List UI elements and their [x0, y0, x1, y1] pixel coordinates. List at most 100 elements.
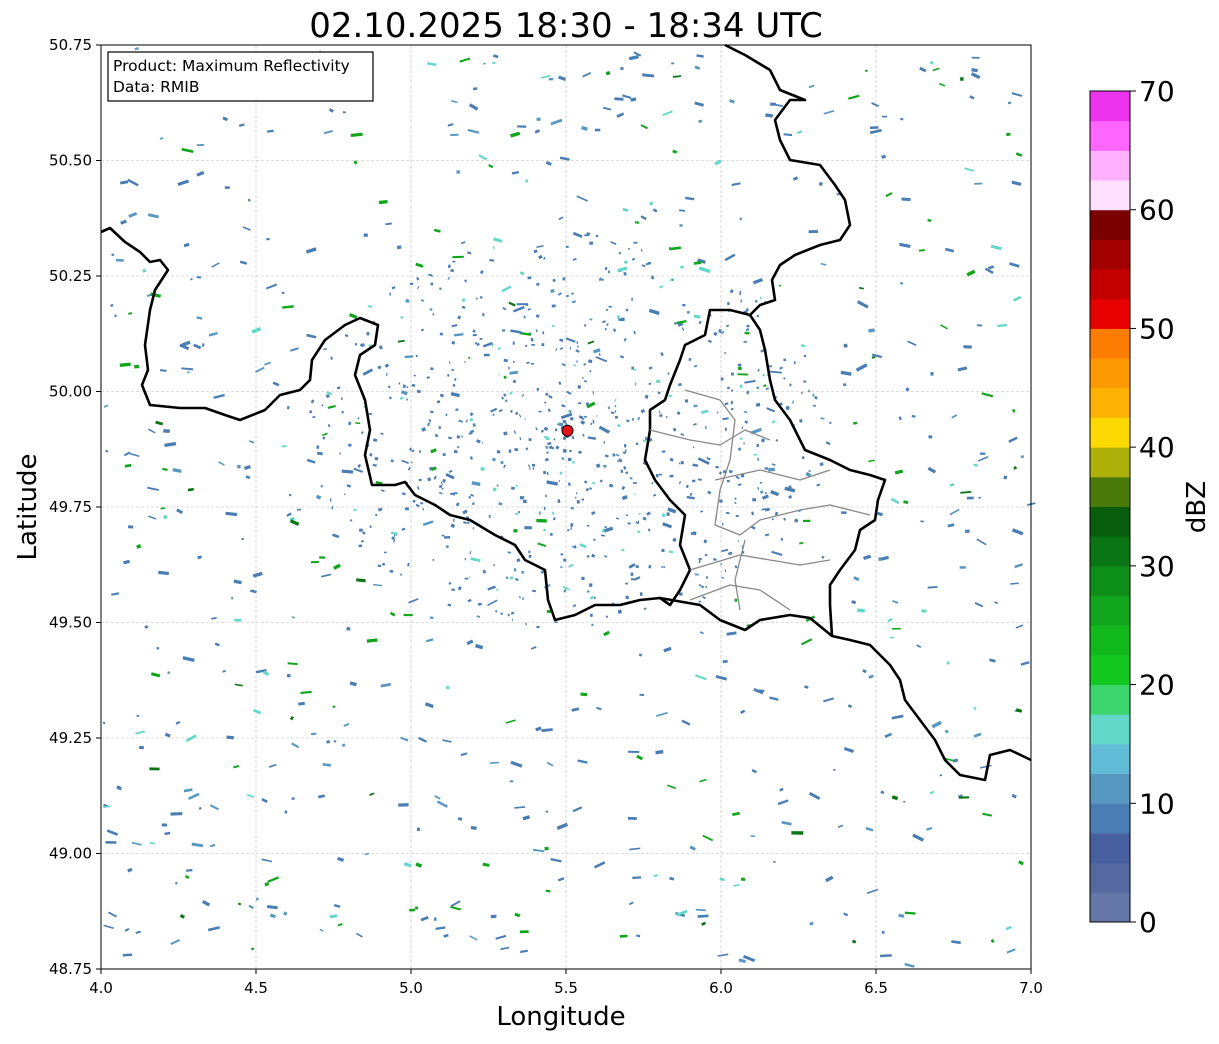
border-luxembourg-germany: [748, 314, 887, 637]
radar-echo: [920, 520, 924, 523]
radar-echo: [447, 276, 451, 281]
radar-echo: [604, 454, 609, 458]
radar-echo: [847, 704, 853, 709]
radar-echo: [677, 322, 684, 327]
radar-echo: [583, 324, 587, 327]
radar-echo: [619, 355, 625, 359]
radar-echo: [416, 285, 420, 290]
radar-echo: [286, 406, 290, 410]
radar-echo: [705, 425, 707, 430]
radar-echo: [739, 437, 743, 440]
radar-echo: [329, 498, 332, 502]
radar-echo: [548, 445, 553, 450]
radar-echo: [103, 924, 114, 930]
radar-echo: [566, 390, 572, 395]
radar-echo: [456, 170, 461, 174]
radar-echo: [266, 237, 270, 241]
radar-echo: [581, 125, 588, 131]
radar-echo: [576, 499, 581, 504]
radar-echo: [543, 435, 548, 439]
radar-echo: [536, 282, 540, 286]
radar-echo: [869, 128, 882, 135]
radar-echo: [503, 464, 506, 469]
radar-echo: [699, 631, 704, 635]
radar-echo: [518, 511, 521, 514]
radar-echo: [197, 555, 202, 560]
radar-echo: [760, 438, 766, 443]
radar-echo: [515, 484, 518, 488]
radar-echo: [378, 199, 388, 205]
radar-echo: [974, 182, 983, 185]
radar-echo: [415, 862, 423, 868]
radar-echo: [514, 806, 526, 809]
radar-echo: [374, 513, 378, 517]
radar-echo: [662, 110, 673, 116]
radar-echo: [441, 534, 445, 537]
x-tick-label: 5.0: [399, 979, 423, 997]
radar-echo: [503, 431, 508, 436]
radar-echo: [614, 404, 617, 408]
radar-echo: [383, 551, 387, 554]
radar-echo: [648, 366, 653, 370]
radar-echo: [634, 221, 640, 224]
radar-echo: [426, 638, 434, 643]
radar-echo: [498, 373, 500, 376]
radar-echo: [424, 702, 434, 709]
y-tick-label: 48.75: [49, 960, 92, 978]
radar-echo: [413, 374, 416, 377]
radar-echo: [521, 570, 525, 574]
radar-echo: [593, 596, 596, 599]
radar-echo: [566, 528, 570, 532]
radar-echo: [401, 492, 406, 496]
radar-echo: [208, 331, 219, 337]
radar-echo: [234, 618, 242, 622]
radar-echo: [685, 196, 695, 201]
radar-echo: [355, 932, 363, 938]
radar-echo: [987, 265, 995, 270]
radar-echo: [907, 340, 917, 347]
radar-echo: [631, 297, 633, 301]
radar-echo: [894, 469, 904, 475]
colorbar-tick-label: 0: [1139, 906, 1157, 939]
radar-echo: [534, 129, 541, 134]
radar-echo: [563, 558, 567, 562]
radar-echo: [162, 514, 168, 520]
radar-echo: [286, 673, 291, 678]
radar-echo: [833, 768, 836, 771]
radar-echo: [939, 774, 943, 777]
radar-echo: [586, 554, 590, 559]
radar-echo: [1009, 262, 1020, 268]
radar-echo: [161, 823, 168, 827]
radar-echo: [694, 573, 699, 576]
radar-echo: [756, 443, 760, 448]
radar-echo: [739, 292, 742, 296]
radar-echo: [357, 463, 361, 468]
radar-echo: [181, 340, 191, 347]
radar-echo: [531, 343, 536, 346]
radar-echo: [176, 508, 184, 515]
radar-echo: [465, 419, 468, 423]
radar-echo: [480, 467, 485, 471]
radar-echo: [659, 285, 664, 289]
admin-boundary: [734, 539, 746, 611]
radar-echo: [508, 301, 516, 307]
radar-echo: [142, 268, 147, 273]
radar-echo: [252, 708, 262, 715]
radar-echo: [957, 366, 968, 372]
radar-echo: [448, 361, 451, 364]
radar-echo: [331, 506, 334, 510]
radar-echo: [640, 215, 647, 221]
radar-echo: [323, 348, 327, 350]
radar-echo: [667, 372, 670, 375]
radar-echo: [498, 501, 503, 506]
radar-echo: [218, 461, 225, 466]
radar-echo: [876, 511, 884, 517]
radar-echo: [297, 508, 302, 511]
radar-echo: [386, 372, 388, 377]
radar-echo: [828, 421, 832, 425]
radar-echo: [332, 705, 336, 709]
radar-echo: [519, 495, 524, 500]
admin-boundary: [684, 389, 871, 536]
radar-echo: [550, 118, 563, 126]
radar-echo: [581, 498, 585, 501]
